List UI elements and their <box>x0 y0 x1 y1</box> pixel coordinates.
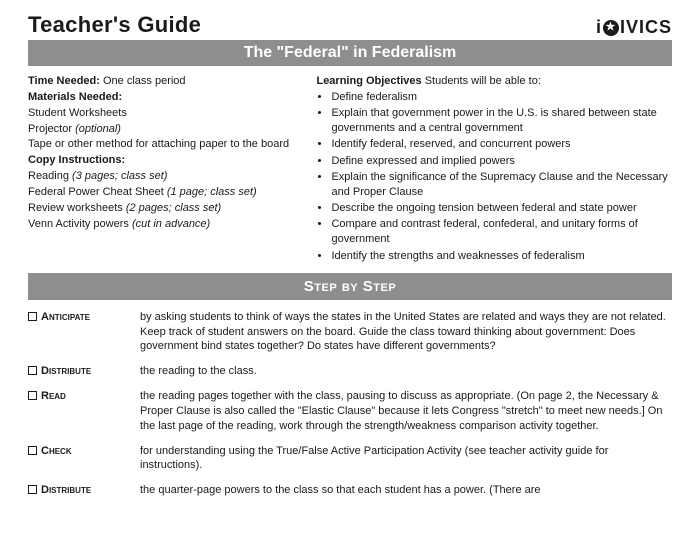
copy-reading-note: (3 pages; class set) <box>72 170 167 182</box>
materials-item: Student Worksheets <box>28 106 298 121</box>
step-check-desc: for understanding using the True/False A… <box>140 444 672 474</box>
materials-projector-note: (optional) <box>75 123 121 135</box>
copy-venn: Venn Activity powers <box>28 218 132 230</box>
objective-item: Explain that government power in the U.S… <box>331 106 672 136</box>
time-label: Time Needed: <box>28 75 100 87</box>
objectives-header: Learning Objectives Students will be abl… <box>316 74 672 89</box>
materials-projector: Projector <box>28 123 75 135</box>
checkbox-icon <box>28 366 37 375</box>
objectives-list: Define federalism Explain that governmen… <box>316 90 672 264</box>
step-anticipate-desc: by asking students to think of ways the … <box>140 310 672 355</box>
copy-item: Review worksheets (2 pages; class set) <box>28 201 298 216</box>
objective-item: Describe the ongoing tension between fed… <box>331 201 672 216</box>
step-distribute2-desc: the quarter-page powers to the class so … <box>140 483 672 498</box>
right-column: Learning Objectives Students will be abl… <box>316 74 672 265</box>
header-row: Teacher's Guide i ★ IVICS <box>28 12 672 38</box>
objective-item: Identify federal, reserved, and concurre… <box>331 137 672 152</box>
step-row: Anticipate by asking students to think o… <box>28 310 672 355</box>
step-label-text: Anticipate <box>41 311 90 323</box>
step-row: Distribute the reading to the class. <box>28 364 672 379</box>
objective-item: Define expressed and implied powers <box>331 154 672 169</box>
objective-item: Explain the significance of the Supremac… <box>331 170 672 200</box>
step-row: Read the reading pages together with the… <box>28 389 672 434</box>
copy-reading: Reading <box>28 170 72 182</box>
copy-venn-note: (cut in advance) <box>132 218 210 230</box>
logo: i ★ IVICS <box>596 17 672 38</box>
step-read-desc: the reading pages together with the clas… <box>140 389 672 434</box>
lesson-title-banner: The "Federal" in Federalism <box>28 40 672 66</box>
time-value: One class period <box>103 75 186 87</box>
objectives-intro: Students will be able to: <box>425 75 541 87</box>
objective-item: Define federalism <box>331 90 672 105</box>
logo-prefix: i <box>596 17 602 38</box>
copy-review: Review worksheets <box>28 202 126 214</box>
checkbox-icon <box>28 446 37 455</box>
objective-item: Compare and contrast federal, confederal… <box>331 217 672 247</box>
step-label-text: Distribute <box>41 484 91 496</box>
step-row: Check for understanding using the True/F… <box>28 444 672 474</box>
step-distribute2-label: Distribute <box>28 483 140 498</box>
step-row: Distribute the quarter-page powers to th… <box>28 483 672 498</box>
left-column: Time Needed: One class period Materials … <box>28 74 298 265</box>
objectives-label: Learning Objectives <box>316 75 421 87</box>
step-distribute-label: Distribute <box>28 364 140 379</box>
copy-item: Federal Power Cheat Sheet (1 page; class… <box>28 185 298 200</box>
copy-item: Venn Activity powers (cut in advance) <box>28 217 298 232</box>
copy-cheatsheet-note: (1 page; class set) <box>167 186 257 198</box>
info-columns: Time Needed: One class period Materials … <box>28 74 672 265</box>
objective-item: Identify the strengths and weaknesses of… <box>331 249 672 264</box>
step-label-text: Read <box>41 390 66 402</box>
copy-label: Copy Instructions: <box>28 153 298 168</box>
copy-review-note: (2 pages; class set) <box>126 202 221 214</box>
logo-suffix: IVICS <box>620 17 672 38</box>
materials-label: Materials Needed: <box>28 90 298 105</box>
step-label-text: Distribute <box>41 365 91 377</box>
copy-cheatsheet: Federal Power Cheat Sheet <box>28 186 167 198</box>
checkbox-icon <box>28 391 37 400</box>
materials-item: Tape or other method for attaching paper… <box>28 137 298 152</box>
time-needed: Time Needed: One class period <box>28 74 298 89</box>
page-title: Teacher's Guide <box>28 12 201 38</box>
materials-item: Projector (optional) <box>28 122 298 137</box>
step-anticipate-label: Anticipate <box>28 310 140 355</box>
step-by-step-banner: Step by Step <box>28 273 672 300</box>
step-label-text: Check <box>41 445 72 457</box>
step-check-label: Check <box>28 444 140 474</box>
checkbox-icon <box>28 312 37 321</box>
copy-item: Reading (3 pages; class set) <box>28 169 298 184</box>
step-distribute-desc: the reading to the class. <box>140 364 672 379</box>
checkbox-icon <box>28 485 37 494</box>
step-read-label: Read <box>28 389 140 434</box>
star-icon: ★ <box>603 20 619 36</box>
